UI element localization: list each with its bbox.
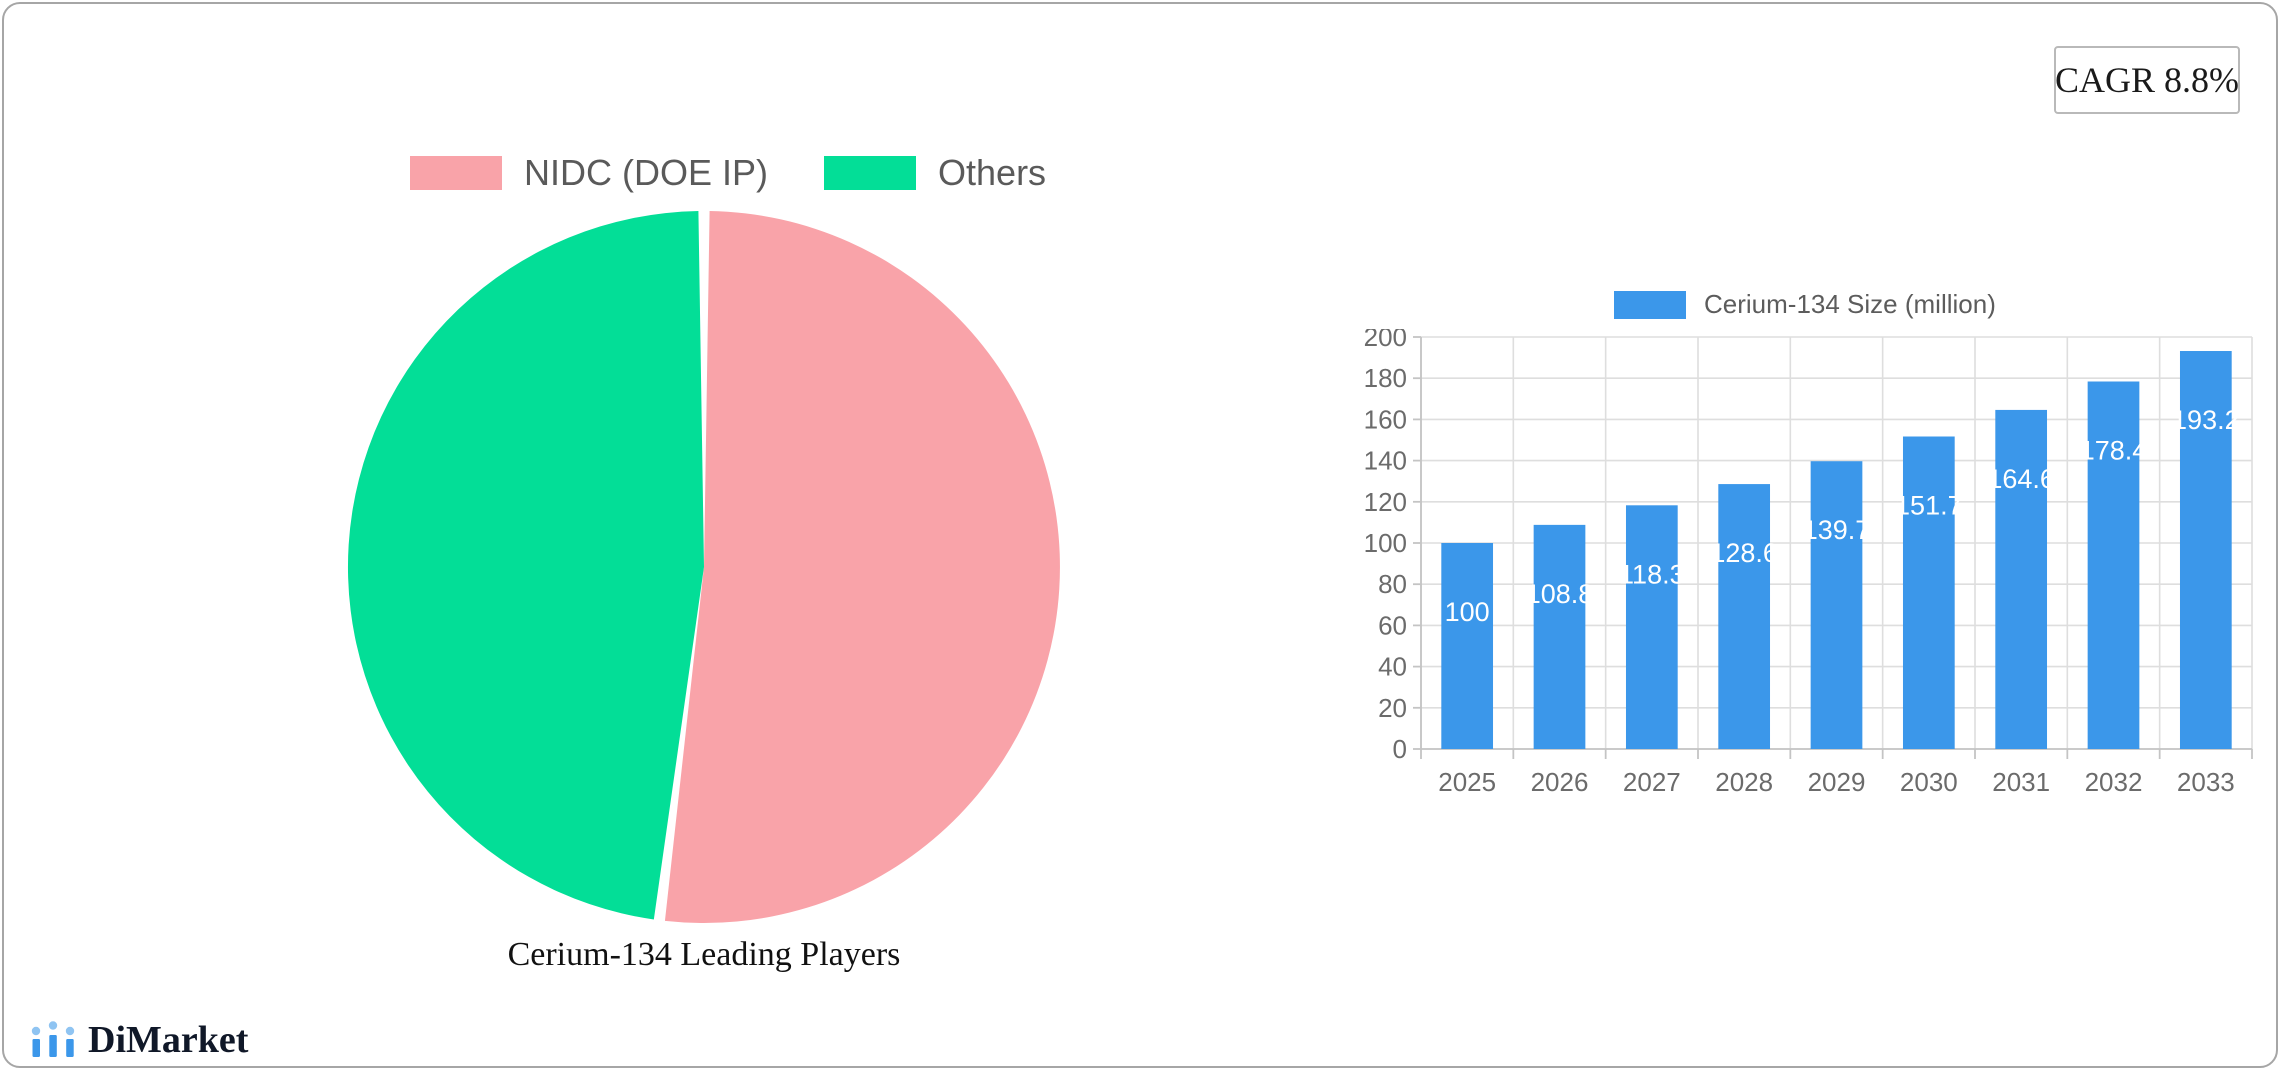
pie-legend-item-nidc[interactable]: NIDC (DOE IP) — [410, 152, 768, 194]
bar-value-label: 178.4 — [2080, 436, 2148, 466]
bar-2025[interactable] — [1441, 543, 1494, 749]
bar-2032[interactable] — [2087, 381, 2140, 750]
bar-value-label: 164.6 — [1987, 464, 2055, 494]
pie-legend-swatch-nidc — [410, 156, 502, 190]
x-tick-label: 2032 — [2085, 767, 2143, 797]
y-tick-label: 80 — [1378, 569, 1407, 599]
y-tick-label: 120 — [1364, 487, 1407, 517]
y-tick-label: 180 — [1364, 363, 1407, 393]
pie-chart-title: Cerium-134 Leading Players — [507, 936, 901, 973]
x-tick-label: 2026 — [1531, 767, 1589, 797]
x-tick-label: 2027 — [1623, 767, 1681, 797]
bar-legend-label: Cerium-134 Size (million) — [1704, 289, 1996, 319]
bar-2028[interactable] — [1718, 484, 1771, 749]
x-tick-label: 2031 — [1992, 767, 2050, 797]
y-tick-label: 0 — [1393, 734, 1407, 764]
pie-slice-nidc-doe-ip[interactable] — [664, 211, 1060, 923]
bar-2030[interactable] — [1902, 436, 1955, 750]
bar-2029[interactable] — [1810, 461, 1863, 749]
x-tick-label: 2028 — [1715, 767, 1773, 797]
x-tick-label: 2030 — [1900, 767, 1958, 797]
bar-value-label: 139.7 — [1803, 515, 1871, 545]
y-tick-label: 100 — [1364, 528, 1407, 558]
y-tick-label: 140 — [1364, 446, 1407, 476]
pie-chart-svg — [347, 211, 1060, 923]
bar-legend[interactable]: Cerium-134 Size (million) — [1614, 289, 1996, 320]
bar-chart-plot: 0 20 40 60 80 100 120 140 160 180 200 100 2025 108.8 2… — [1364, 329, 2253, 797]
bar-value-label: 100 — [1445, 597, 1490, 627]
bar-2033[interactable] — [2179, 351, 2232, 749]
bar-2026[interactable] — [1533, 524, 1586, 749]
pie-chart[interactable] — [346, 209, 1062, 925]
pie-legend-label-others: Others — [938, 152, 1047, 193]
bar-value-label: 151.7 — [1895, 491, 1963, 521]
pie-legend-swatch-others — [824, 156, 917, 190]
y-tick-label: 200 — [1364, 329, 1407, 352]
pie-legend-item-others[interactable]: Others — [824, 152, 1046, 194]
y-tick-label: 60 — [1378, 610, 1407, 640]
pie-slice-others[interactable] — [347, 211, 704, 920]
bar-value-label: 118.3 — [1619, 559, 1685, 589]
dimarket-logo[interactable]: DiMarket — [30, 1018, 248, 1062]
x-tick-label: 2033 — [2177, 767, 2235, 797]
x-tick-label: 2025 — [1438, 767, 1496, 797]
logo-text: DiMarket — [88, 1019, 249, 1061]
bar-chart[interactable]: Cerium-134 Size (million) 0 20 40 60 80 100 12… — [1359, 289, 2259, 819]
cagr-badge: CAGR 8.8% — [2054, 46, 2240, 114]
bar-2027[interactable] — [1625, 505, 1678, 749]
pie-legend: NIDC (DOE IP) Others — [410, 152, 1046, 194]
y-tick-label: 20 — [1378, 693, 1407, 723]
bar-2031[interactable] — [1995, 409, 2048, 749]
y-tick-label: 160 — [1364, 404, 1407, 434]
bar-value-label: 128.6 — [1710, 538, 1778, 568]
x-tick-label: 2029 — [1808, 767, 1866, 797]
bar-value-label: 108.8 — [1526, 579, 1594, 609]
bar-legend-swatch — [1614, 290, 1686, 319]
pie-legend-label-nidc: NIDC (DOE IP) — [524, 152, 769, 193]
bar-value-label: 193.2 — [2172, 405, 2240, 435]
bar-chart-icon — [31, 1021, 75, 1057]
y-tick-label: 40 — [1378, 652, 1407, 682]
